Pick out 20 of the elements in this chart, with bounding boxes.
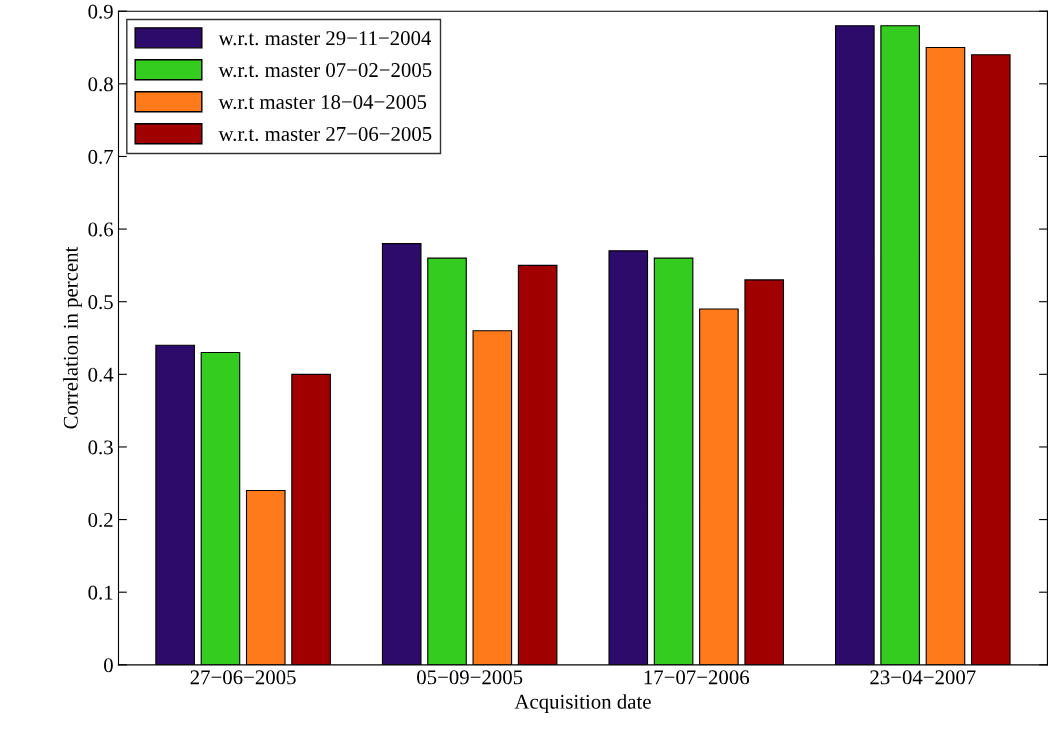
x-tick-label: 23−04−2007 (870, 670, 976, 685)
y-tick-label: 0.5 (88, 295, 113, 310)
legend-label: w.r.t master 18−04−2005 (218, 94, 427, 110)
x-tick-label: 17−07−2006 (644, 670, 750, 685)
y-axis-title: Correlation in percent (63, 246, 83, 429)
x-tick-label: 05−09−2005 (417, 670, 523, 685)
x-tick-label: 27−06−2005 (190, 670, 296, 685)
y-tick-label: 0.9 (88, 4, 113, 19)
y-tick-label: 0.1 (88, 585, 113, 600)
legend-label: w.r.t. master 29−11−2004 (218, 31, 432, 46)
y-tick-label: 0.6 (88, 222, 114, 237)
legend-label: w.r.t. master 07−02−2005 (218, 63, 432, 78)
y-tick-label: 0.7 (88, 149, 114, 164)
y-tick-label: 0.3 (88, 440, 113, 455)
y-tick-label: 0 (104, 658, 113, 673)
y-tick-label: 0.2 (88, 512, 113, 528)
legend-label: w.r.t. master 27−06−2005 (218, 126, 432, 142)
y-tick-label: 0.8 (88, 77, 113, 92)
x-axis-title: Acquisition date (514, 694, 651, 714)
y-tick-label: 0.4 (88, 367, 114, 382)
